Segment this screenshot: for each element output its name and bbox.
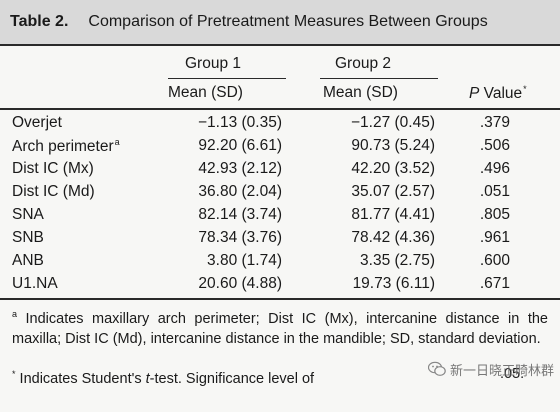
table-row: Overjet −1.13 (0.35) −1.27 (0.45) .379 (0, 114, 560, 137)
cell-group-2: 78.42 (4.36) (351, 229, 435, 246)
cell-p-value: .496 (479, 160, 510, 177)
footnote-star-text-2: -test. Significance level of (149, 370, 315, 387)
cell-p-value: .600 (479, 252, 510, 269)
cell-group-2: 35.07 (2.57) (351, 183, 435, 200)
footnote-a-mark: a (12, 309, 18, 319)
cell-p-value: .671 (479, 275, 510, 292)
cell-p-value: .051 (479, 183, 510, 200)
cell-group-2: 42.20 (3.52) (351, 160, 435, 177)
table-row: Dist IC (Md) 36.80 (2.04) 35.07 (2.57) .051 (0, 183, 560, 206)
watermark-text: 新一日晓正畸林群 (449, 362, 554, 378)
watermark: 新一日晓正畸林群 (427, 358, 554, 380)
row-label: U1.NA (12, 275, 58, 292)
row-label: Dist IC (Mx) (12, 160, 94, 177)
table-row: ANB 3.80 (1.74) 3.35 (2.75) .600 (0, 252, 560, 275)
cell-p-value: .506 (479, 137, 510, 154)
cell-group-2: 3.35 (2.75) (360, 252, 435, 269)
footnote-star-mark: * (12, 369, 16, 379)
header-group-1: Group 1 (185, 55, 242, 72)
cell-group-1: 92.20 (6.61) (198, 137, 282, 154)
cell-p-value: .805 (479, 206, 510, 223)
cell-group-2: 81.77 (4.41) (351, 206, 435, 223)
group-2-underline (320, 78, 438, 79)
wechat-icon (427, 361, 446, 376)
row-label: SNB (12, 229, 44, 246)
header-rule (0, 108, 560, 110)
row-label: SNA (12, 206, 44, 223)
cell-group-1: 3.80 (1.74) (207, 252, 282, 269)
cell-group-1: 36.80 (2.04) (198, 183, 282, 200)
header-mean-sd-2: Mean (SD) (323, 84, 398, 101)
cell-group-1: 20.60 (4.88) (198, 275, 282, 292)
bottom-rule (0, 298, 560, 300)
header-p-value: P Value* (469, 84, 527, 103)
footnote-a-text: Indicates maxillary arch perimeter; Dist… (12, 310, 548, 347)
cell-group-2: −1.27 (0.45) (350, 114, 435, 131)
table-row: SNB 78.34 (3.76) 78.42 (4.36) .961 (0, 229, 560, 252)
header-p-letter: P (469, 85, 480, 103)
header-mean-sd-1: Mean (SD) (168, 84, 243, 101)
footnote-star-tail: .05. (500, 366, 525, 382)
table-row: Dist IC (Mx) 42.93 (2.12) 42.20 (3.52) .496 (0, 160, 560, 183)
cell-group-2: 19.73 (6.11) (352, 275, 435, 292)
table-row: Arch perimetera 92.20 (6.61) 90.73 (5.24).… (0, 137, 560, 160)
group-1-underline (168, 78, 286, 79)
footnote-star: * Indicates Student's t-test. Significan… (12, 364, 412, 389)
footnote-a: a Indicates maxillary arch perimeter; Di… (12, 304, 548, 349)
footnote-star-text-1: Indicates Student's (15, 370, 146, 387)
cell-group-2: 90.73 (5.24) (351, 137, 435, 154)
table-row: SNA 82.14 (3.74) 81.77 (4.41) .805 (0, 206, 560, 229)
row-label-wrap: Arch perimetera (12, 137, 120, 156)
table-title: Comparison of Pretreatment Measures Betw… (88, 13, 488, 30)
table-label: Table 2. (10, 13, 69, 30)
cell-group-1: −1.13 (0.35) (197, 114, 282, 131)
header-value-word: Value (479, 85, 523, 103)
cell-p-value: .379 (479, 114, 510, 131)
row-footnote-mark: a (114, 137, 120, 147)
table-row: U1.NA 20.60 (4.88) 19.73 (6.11) .671 (0, 275, 560, 298)
table-title-bar: Table 2. Comparison of Pretreatment Meas… (0, 0, 560, 46)
cell-p-value: .961 (479, 229, 510, 246)
cell-group-1: 82.14 (3.74) (198, 206, 282, 223)
cell-group-1: 42.93 (2.12) (198, 160, 282, 177)
footnote-star-t: t (145, 370, 150, 387)
header-p-footnote-mark: * (523, 84, 527, 94)
row-label: Dist IC (Md) (12, 183, 95, 200)
header-group-2: Group 2 (335, 55, 392, 72)
row-label: Overjet (12, 114, 62, 131)
row-label: ANB (12, 252, 44, 269)
cell-group-1: 78.34 (3.76) (198, 229, 282, 246)
row-label: Arch perimeter (12, 138, 114, 156)
